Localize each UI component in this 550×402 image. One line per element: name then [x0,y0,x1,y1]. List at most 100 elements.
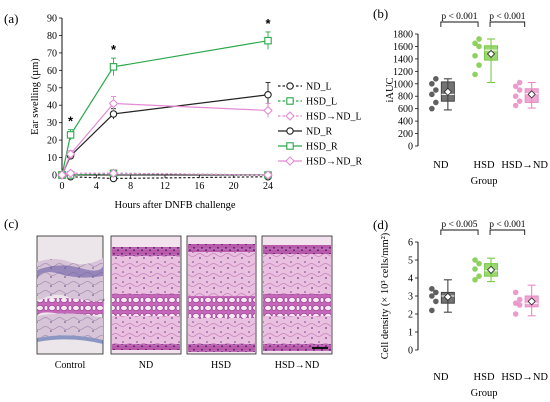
legend-marker [285,156,295,166]
category-label: HSD→ND [501,160,548,171]
mean-marker [443,292,452,301]
comparison-bracket [440,21,479,27]
y-tick-label: 4 [408,274,413,285]
legend-label: ND_L [306,82,332,93]
data-point [512,93,519,100]
mean-marker [486,49,496,58]
y-tick-label: 1200 [393,67,413,78]
y-tick-label: 2 [408,310,413,321]
y-tick-label: 1 [408,328,413,339]
y-tick-label: 400 [398,117,413,128]
y-tick-label: 6 [408,238,413,249]
data-point [516,87,523,93]
x-axis-title: Group [471,176,498,187]
data-point [264,91,272,99]
data-point [263,105,273,116]
x-tick-label: 24 [263,181,273,192]
data-point [516,98,523,104]
y-axis-title: iAUC [385,77,396,102]
data-point [472,40,478,47]
x-tick-label: 20 [229,181,239,192]
y-tick-label: 10 [47,153,57,164]
data-point [57,170,67,180]
y-tick-label: 0 [52,171,57,182]
data-point [512,311,519,317]
data-point [512,83,519,90]
data-point [429,91,435,98]
y-tick-label: 1600 [393,42,413,53]
significance-star: * [68,114,74,129]
data-point [476,43,482,50]
y-tick-label: 200 [398,129,413,140]
data-point [472,52,478,59]
histology-label-hsd: HSD [211,360,231,371]
y-tick-label: 50 [47,83,57,94]
y-tick-label: 600 [398,104,413,115]
y-tick-label: 30 [47,118,57,129]
x-tick-label: 8 [128,181,133,192]
category-label: HSD [474,160,495,171]
data-point [476,260,482,267]
y-tick-label: 1000 [393,79,413,90]
panel-label-c: (c) [4,216,18,231]
data-point [429,105,435,112]
panel-label-a: (a) [4,11,18,26]
legend-marker [286,127,294,135]
histology-images: Control ND HSD HSD→ND [36,235,333,371]
data-point [472,71,478,78]
legend-label: ND_R [306,127,332,138]
y-tick-label: 3 [408,292,413,303]
legend-label: HSD_L [306,97,337,108]
data-point [472,257,478,263]
data-point [433,99,439,106]
comparison-p-value: p < 0.001 [441,12,477,22]
data-point [476,36,482,42]
legend-marker [286,97,294,105]
histology-hsd-image [186,235,257,355]
panel-label-b: (b) [373,6,388,21]
data-point [429,307,435,314]
data-point [472,277,478,283]
histology-nd-image [110,235,182,355]
data-point [516,296,523,303]
data-point [263,170,273,180]
mean-marker [527,90,536,99]
legend-label: HSD→ND_R [306,157,362,168]
y-axis-title: Cell density (× 10³ cells/mm²) [380,232,391,359]
comparison-bracket [440,229,479,235]
data-point [429,286,435,292]
data-point [433,76,439,82]
significance-star: * [265,16,271,31]
data-point [429,80,435,87]
data-point [108,98,119,109]
y-axis-title: Ear swelling (µm) [30,58,41,135]
series-line [61,94,269,176]
data-point [433,289,439,296]
data-point [65,149,76,159]
histology-control-image [36,235,105,355]
category-label: ND [433,372,449,383]
comparison-bracket [489,21,526,27]
histology-label-control: Control [55,360,86,371]
histology-hsd-nd-image [261,235,333,355]
y-tick-label: 800 [398,92,413,103]
y-tick-label: 1800 [393,30,413,41]
x-axis-title: Group [471,388,498,399]
x-tick-label: 4 [94,181,99,192]
category-label: HSD→ND [501,372,548,383]
data-point [433,87,439,93]
mean-marker [443,87,452,96]
cell-density-box-plot: 0 1 2 3 4 5 6 Cell density (× 10³ cells/mm²) ND H… [380,220,548,399]
comparison-p-value: p < 0.005 [441,220,477,230]
panel-label-d: (d) [373,217,388,232]
legend-marker [286,142,294,150]
series-line [61,102,269,176]
ear-swelling-line-chart: 0 10 20 30 40 50 60 70 80 90 0 4 8 12 16 20 24 Hours afte… [30,14,362,212]
y-tick-label: 40 [47,101,57,112]
data-point [429,293,435,299]
data-point [65,168,76,179]
y-tick-label: 70 [47,48,57,59]
legend-marker [285,111,295,121]
data-point [472,266,478,272]
